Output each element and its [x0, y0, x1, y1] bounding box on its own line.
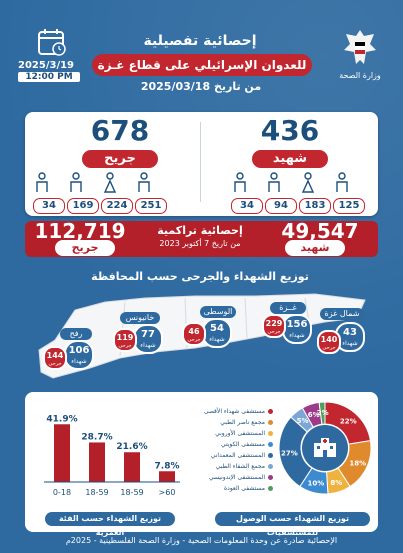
legend-dot	[268, 431, 273, 436]
injured-cat-3: 224	[101, 198, 133, 214]
gov-rafah-name: رفح	[60, 328, 92, 340]
card-divider	[200, 122, 201, 202]
hospital-pie-chart: 22% 18% 8% 10% 27% 5%6%2%	[278, 401, 372, 495]
report-time: 12:00 PM	[18, 72, 80, 82]
gov-north-gaza-name: شمال غزة	[320, 308, 364, 320]
ministry-name: وزارة الصحة	[339, 71, 381, 80]
pie-label-5: 5%	[297, 417, 309, 425]
as-of-date: من تاريخ 2025/03/18	[140, 80, 262, 93]
daily-killed-count: 436	[260, 114, 320, 147]
pie-slice-7	[318, 401, 326, 425]
pie-label-7: 2%	[317, 409, 329, 417]
killed-cat-2: 94	[265, 198, 297, 214]
legend-dot	[268, 442, 273, 447]
gov-middle-injured: 46 جرحى	[182, 322, 206, 346]
calendar-icon	[38, 29, 66, 56]
legend-item: مستشفى العودة	[195, 485, 273, 493]
cumulative-title: إحصائية تراكمية	[157, 224, 243, 237]
pie-label-2: 8%	[330, 479, 342, 487]
injured-cat-4: 251	[135, 198, 167, 214]
cumulative-injured-count: 112,719	[34, 219, 126, 243]
age-category-1: 18-59	[85, 488, 108, 497]
daily-injured-label: جريح	[82, 150, 158, 168]
daily-killed-label: شهيد	[252, 150, 328, 168]
age-chart-title: توزيع الشهداء حسب الفئة العمرية	[45, 512, 175, 537]
pie-label-3: 10%	[308, 480, 325, 488]
age-bar-3	[159, 471, 175, 482]
cumulative-killed-count: 49,547	[281, 219, 359, 243]
killed-cat-4: 125	[333, 198, 365, 214]
legend-dot	[268, 475, 273, 480]
age-bar-chart: 41.9% 0-18 28.7% 18-59 21.6% 18-59 7.8% >60	[44, 414, 180, 497]
age-bar-1	[89, 442, 105, 482]
footer-note: الإحصائية صادرة عن وحدة المعلومات الصحية…	[65, 536, 338, 545]
age-bar-2	[124, 452, 140, 482]
legend-item: المستشفى المعمداني	[195, 452, 273, 460]
gov-khanyounis-name: خانيونس	[120, 312, 160, 324]
eagle-emblem-icon	[344, 30, 376, 64]
legend-item: مجمع ناصر الطبي	[195, 419, 273, 427]
legend-item-label: مجمع ناصر الطبي	[220, 419, 265, 426]
gov-rafah-injured: 144 جرحى	[43, 346, 67, 370]
daily-injured-count: 678	[90, 114, 150, 147]
legend-item-label: مستشفى الكويتي	[220, 441, 265, 448]
legend-dot	[268, 486, 273, 491]
gov-rafah-killed: 106 شهداء	[64, 340, 94, 370]
age-category-2: 18-59	[120, 488, 143, 497]
legend-item: المستشفى الأوروبي	[195, 430, 273, 438]
gov-middle-name: الوسطى	[200, 306, 236, 318]
legend-item-label: المستشفى الإندونيسي	[208, 474, 265, 481]
gov-north-gaza-injured: 140 جرحى	[317, 330, 341, 354]
pie-label-1: 18%	[349, 460, 366, 468]
cumulative-killed-label: شهيد	[285, 240, 345, 256]
legend-item-label: المستشفى المعمداني	[210, 452, 265, 459]
legend-dot	[268, 420, 273, 425]
legend-item-label: مجمع الشفاء الطبي	[215, 463, 265, 470]
page-title: إحصائية تفصيلية	[143, 33, 257, 49]
hospital-legend: مستشفى شهداء الأقصى مجمع ناصر الطبي المستش…	[195, 408, 273, 496]
hospital-icon	[314, 438, 336, 457]
pie-label-0: 22%	[340, 418, 357, 426]
gov-khanyounis-injured: 119 جرحى	[113, 328, 137, 352]
gov-gaza-killed: 156 شهداء	[282, 314, 312, 344]
killed-category-icons	[234, 172, 348, 193]
age-category-0: 0-18	[53, 488, 71, 497]
injured-category-icons	[36, 172, 150, 193]
age-bar-0	[54, 424, 70, 482]
injured-cat-2: 169	[67, 198, 99, 214]
legend-item-label: مستشفى العودة	[224, 485, 265, 492]
age-bar-label-3: 7.8%	[155, 461, 180, 471]
pie-chart-title: توزيع الشهداء حسب الوصول للمستشفيات	[215, 512, 370, 537]
killed-cat-1: 34	[231, 198, 263, 214]
legend-item: مجمع الشفاء الطبي	[195, 463, 273, 471]
age-bar-label-0: 41.9%	[46, 414, 77, 424]
legend-item-label: مستشفى شهداء الأقصى	[203, 408, 265, 415]
gov-middle-killed: 54 شهداء	[202, 318, 232, 348]
legend-item: مستشفى شهداء الأقصى	[195, 408, 273, 416]
pie-label-6: 6%	[308, 411, 320, 419]
pie-label-4: 27%	[281, 450, 298, 458]
gov-gaza-injured: 229 جرحى	[262, 314, 286, 338]
page-subtitle: للعدوان الإسرائيلي على قطاع غـزة	[92, 54, 312, 76]
legend-dot	[268, 409, 273, 414]
legend-dot	[268, 464, 273, 469]
legend-item: مستشفى الكويتي	[195, 441, 273, 449]
injured-cat-1: 34	[33, 198, 65, 214]
age-category-3: >60	[159, 488, 176, 497]
governorate-title: توزيع الشهداء والجرحى حسب المحافظة	[91, 270, 309, 283]
age-bar-label-1: 28.7%	[81, 432, 112, 442]
gov-gaza-name: غــزة	[270, 302, 306, 314]
cumulative-since: من تاريخ 7 أكتوبر 2023	[159, 239, 241, 248]
legend-dot	[268, 453, 273, 458]
gov-khanyounis-killed: 77 شهداء	[133, 324, 163, 354]
cumulative-injured-label: جريح	[55, 240, 115, 256]
legend-item-label: المستشفى الأوروبي	[215, 430, 265, 437]
age-bar-label-2: 21.6%	[116, 442, 147, 452]
killed-cat-3: 183	[299, 198, 331, 214]
report-date: 2025/3/19	[18, 60, 75, 71]
legend-item: المستشفى الإندونيسي	[195, 474, 273, 482]
